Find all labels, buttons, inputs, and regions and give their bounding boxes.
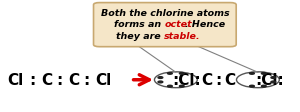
- Circle shape: [158, 77, 163, 79]
- Text: :: :: [83, 73, 89, 87]
- Text: stable.: stable.: [164, 32, 201, 41]
- Text: C: C: [68, 73, 80, 87]
- Circle shape: [179, 73, 184, 75]
- Text: C: C: [41, 73, 52, 87]
- Text: Both the chlorine atoms: Both the chlorine atoms: [100, 9, 229, 18]
- Text: octet: octet: [164, 20, 192, 29]
- Circle shape: [262, 73, 266, 75]
- Circle shape: [179, 85, 184, 87]
- Circle shape: [158, 81, 163, 83]
- Circle shape: [250, 73, 254, 75]
- Text: . Hence: . Hence: [185, 20, 225, 29]
- Circle shape: [262, 85, 266, 87]
- Text: C: C: [201, 73, 212, 87]
- FancyBboxPatch shape: [94, 4, 236, 47]
- Text: Cl: Cl: [7, 73, 24, 87]
- Text: they are: they are: [116, 32, 164, 41]
- Text: :Cl:: :Cl:: [256, 73, 284, 87]
- Text: Cl: Cl: [95, 73, 111, 87]
- Text: :Cl:: :Cl:: [172, 73, 201, 87]
- Circle shape: [271, 81, 276, 83]
- Text: :: :: [56, 73, 63, 87]
- Circle shape: [250, 85, 254, 87]
- Text: :: :: [30, 73, 36, 87]
- Text: forms an: forms an: [114, 20, 164, 29]
- Circle shape: [167, 85, 172, 87]
- Text: C: C: [224, 73, 235, 87]
- Circle shape: [167, 73, 172, 75]
- Circle shape: [271, 77, 276, 79]
- Text: :: :: [215, 73, 221, 87]
